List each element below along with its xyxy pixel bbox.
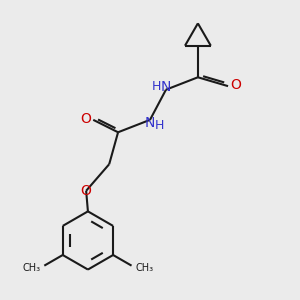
Text: CH₃: CH₃ <box>135 263 153 274</box>
Text: N: N <box>145 116 155 130</box>
Text: O: O <box>81 184 92 198</box>
Text: O: O <box>80 112 91 126</box>
Text: CH₃: CH₃ <box>22 263 41 274</box>
Text: O: O <box>230 78 241 92</box>
Text: H: H <box>151 80 161 93</box>
Text: H: H <box>155 119 165 132</box>
Text: N: N <box>161 80 171 94</box>
